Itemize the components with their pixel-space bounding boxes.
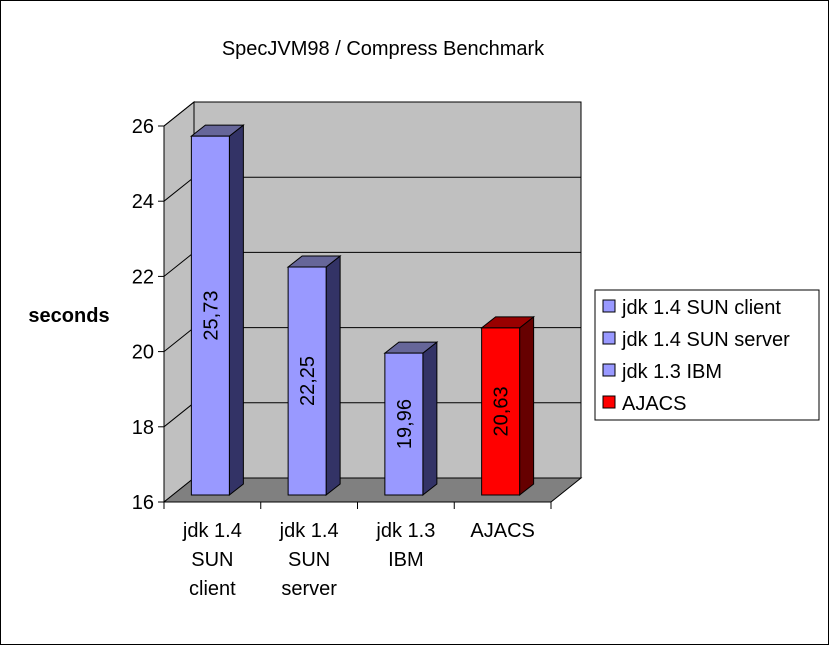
y-tick-label: 20 xyxy=(132,342,154,364)
chart-title: SpecJVM98 / Compress Benchmark xyxy=(222,38,545,60)
x-tick-label: jdk 1.3 xyxy=(375,520,435,542)
gridline xyxy=(163,101,581,127)
x-tick-label: IBM xyxy=(388,549,424,571)
bar-data-label: 20,63 xyxy=(491,386,513,436)
y-axis-label: seconds xyxy=(28,305,109,327)
legend-label: jdk 1.3 IBM xyxy=(621,361,722,383)
legend: jdk 1.4 SUN client jdk 1.4 SUN server jdk … xyxy=(594,289,820,421)
x-tick-label: SUN xyxy=(288,549,330,571)
legend-label: AJACS xyxy=(622,393,686,415)
bar xyxy=(384,352,424,496)
x-tick-label: server xyxy=(281,578,337,600)
y-tick-label: 18 xyxy=(132,417,154,439)
legend-swatch xyxy=(602,331,616,345)
x-tick-label: client xyxy=(189,578,236,600)
bar-side xyxy=(519,315,535,497)
x-tick-label: SUN xyxy=(191,549,233,571)
y-tick-label: 24 xyxy=(132,191,154,213)
plot-area: 16 18 20 22 24 26 25,73 jdk 1.4 SUN client 22,25 jd… xyxy=(132,100,583,600)
x-tick-label: AJACS xyxy=(470,520,534,542)
x-tick-label: jdk 1.4 xyxy=(182,520,242,542)
bar xyxy=(481,327,521,496)
y-tick-label: 26 xyxy=(132,116,154,138)
y-tick-label: 16 xyxy=(132,492,154,514)
legend-label: jdk 1.4 SUN server xyxy=(621,329,790,351)
bar xyxy=(287,266,327,496)
side-wall xyxy=(163,100,195,504)
legend-swatch xyxy=(602,395,616,409)
bar-side xyxy=(325,254,341,497)
bar-side xyxy=(422,341,438,497)
legend-swatch xyxy=(602,299,616,313)
bar xyxy=(190,135,230,496)
legend-swatch xyxy=(602,363,616,377)
y-tick-label: 22 xyxy=(132,266,154,288)
legend-label: jdk 1.4 SUN client xyxy=(621,297,781,319)
bar-data-label: 25,73 xyxy=(200,291,222,341)
bar-data-label: 22,25 xyxy=(297,356,319,406)
bar-side xyxy=(228,124,244,497)
bar-data-label: 19,96 xyxy=(394,399,416,449)
x-tick-label: jdk 1.4 xyxy=(279,520,339,542)
legend-box xyxy=(594,289,820,421)
